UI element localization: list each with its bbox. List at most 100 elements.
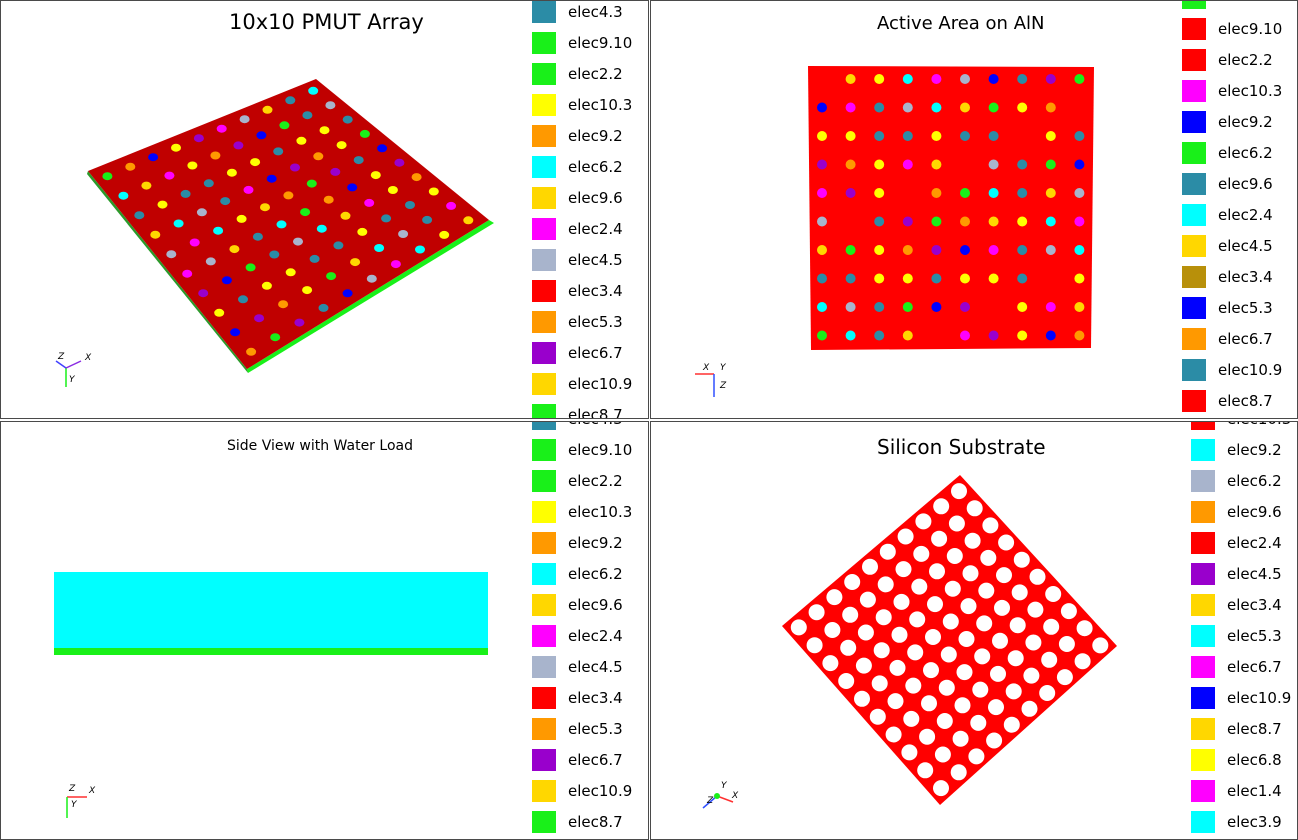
electrode-dot [960, 74, 970, 84]
electrode-dot [1074, 302, 1085, 312]
legend-item: elec10.3 [532, 501, 648, 532]
substrate-hole [844, 574, 861, 590]
electrode-dot [278, 300, 289, 309]
legend-label: elec10.3 [568, 96, 633, 114]
silicon-substrate [782, 475, 1117, 805]
electrode-dot [193, 134, 204, 143]
legend-swatch [1191, 718, 1215, 740]
legend-item: elec10.9 [1191, 687, 1297, 718]
legend-item: elec6.7 [532, 342, 648, 373]
electrode-dot [1017, 330, 1028, 341]
viewport-active-area[interactable]: Active Area on AlN elec9.10 elec2.2 elec10… [650, 0, 1298, 419]
electrode-dot [817, 302, 827, 312]
substrate-hole [907, 644, 924, 661]
axis-label: Y [71, 800, 78, 810]
legend-label: elec6.2 [568, 565, 623, 583]
viewport-silicon-substrate[interactable]: Silicon Substrate elec10.3 elec9.2 elec6.2… [650, 421, 1298, 840]
substrate-hole [982, 517, 999, 534]
electrode-dot [377, 144, 388, 153]
orientation-axes: X Y Z [695, 363, 727, 397]
electrode-dot [302, 286, 313, 295]
active-area-view[interactable] [651, 1, 1298, 419]
electrode-dot [845, 131, 856, 141]
electrode-dot [960, 245, 970, 255]
viewport-side-view[interactable]: Side View with Water Load elec4.3 elec9.1… [0, 421, 649, 840]
substrate-hole [990, 665, 1006, 682]
legend-item: elec5.3 [1182, 297, 1297, 328]
legend-item: elec10.9 [532, 780, 648, 811]
electrode-dot [118, 191, 129, 200]
substrate-hole [790, 619, 807, 636]
substrate-hole [970, 714, 987, 731]
substrate-hole [1058, 636, 1075, 652]
viewport-pmut-array[interactable]: 10x10 PMUT Array elec4.3 elec9.10 elec2.2 e… [0, 0, 649, 419]
electrode-dot [1045, 131, 1056, 141]
legend-label: elec9.2 [1227, 441, 1282, 459]
side-view-scene[interactable] [1, 422, 649, 840]
electrode-dot [874, 159, 885, 170]
viewport-title: 10x10 PMUT Array [229, 10, 424, 34]
legend-swatch [532, 187, 556, 209]
electrode-dot [173, 219, 184, 228]
electrode-dot [988, 245, 999, 255]
electrode-dot [279, 121, 290, 130]
legend-label: elec8.7 [568, 813, 623, 831]
electrode-dot [902, 216, 913, 227]
legend-label: elec9.2 [568, 534, 623, 552]
electrode-dot [318, 303, 329, 312]
substrate-hole [952, 730, 969, 747]
electrode-dot [902, 159, 913, 170]
substrate-hole [919, 728, 936, 745]
electrode-dot [261, 281, 272, 290]
electrode-dot [1074, 273, 1085, 284]
substrate-hole [946, 548, 963, 564]
electrode-dot [874, 102, 885, 113]
electrode-dot [370, 171, 381, 180]
electrode-dot [285, 96, 296, 105]
legend-swatch [532, 594, 556, 616]
substrate-holes [790, 483, 1109, 797]
substrate-hole [1025, 634, 1042, 651]
pmut-array-3d-view[interactable] [1, 1, 649, 419]
silicon-substrate-view[interactable] [651, 422, 1298, 840]
substrate-hole [877, 576, 894, 593]
substrate-hole [938, 679, 955, 696]
electrode-dot [323, 195, 334, 204]
substrate-hole [1074, 653, 1091, 670]
legend-label: elec4.5 [568, 251, 623, 269]
electrode-dot [269, 250, 280, 259]
electrode-dot [283, 191, 294, 200]
substrate-hole [994, 599, 1010, 616]
legend-item: elec2.2 [532, 63, 648, 94]
electrode-dot [350, 258, 361, 267]
electrode-dot [302, 111, 313, 120]
legend-label: elec9.6 [568, 189, 623, 207]
legend-label: elec6.7 [1227, 658, 1282, 676]
legend-swatch [1182, 173, 1206, 195]
electrode-dot [364, 198, 375, 207]
substrate-hole [923, 662, 939, 679]
legend-item: elec8.7 [532, 404, 648, 418]
legend-label: elec8.7 [1218, 392, 1273, 410]
substrate-hole [1023, 667, 1040, 684]
electrode-dot [1074, 131, 1085, 141]
axis-label: X [84, 353, 92, 363]
legend-label: elec2.2 [568, 65, 623, 83]
electrode-dot [817, 131, 827, 141]
legend-item: elec4.3 [532, 422, 648, 439]
substrate-hole [1007, 650, 1024, 667]
electrode-dot [296, 136, 307, 145]
electrode-dot [817, 273, 827, 284]
axis-label: X [731, 791, 739, 801]
electrode-dot [817, 216, 827, 227]
legend-item: elec4.5 [532, 249, 648, 280]
legend-swatch [1182, 1, 1206, 9]
substrate-hole [901, 744, 918, 761]
electrode-dot [330, 167, 341, 176]
electrode-dot [125, 162, 136, 171]
legend-label: elec5.3 [568, 720, 623, 738]
electrode-dot [353, 156, 364, 165]
electrode-dot [988, 74, 999, 84]
electrode-dot [988, 273, 999, 284]
electrode-dot [359, 129, 370, 138]
